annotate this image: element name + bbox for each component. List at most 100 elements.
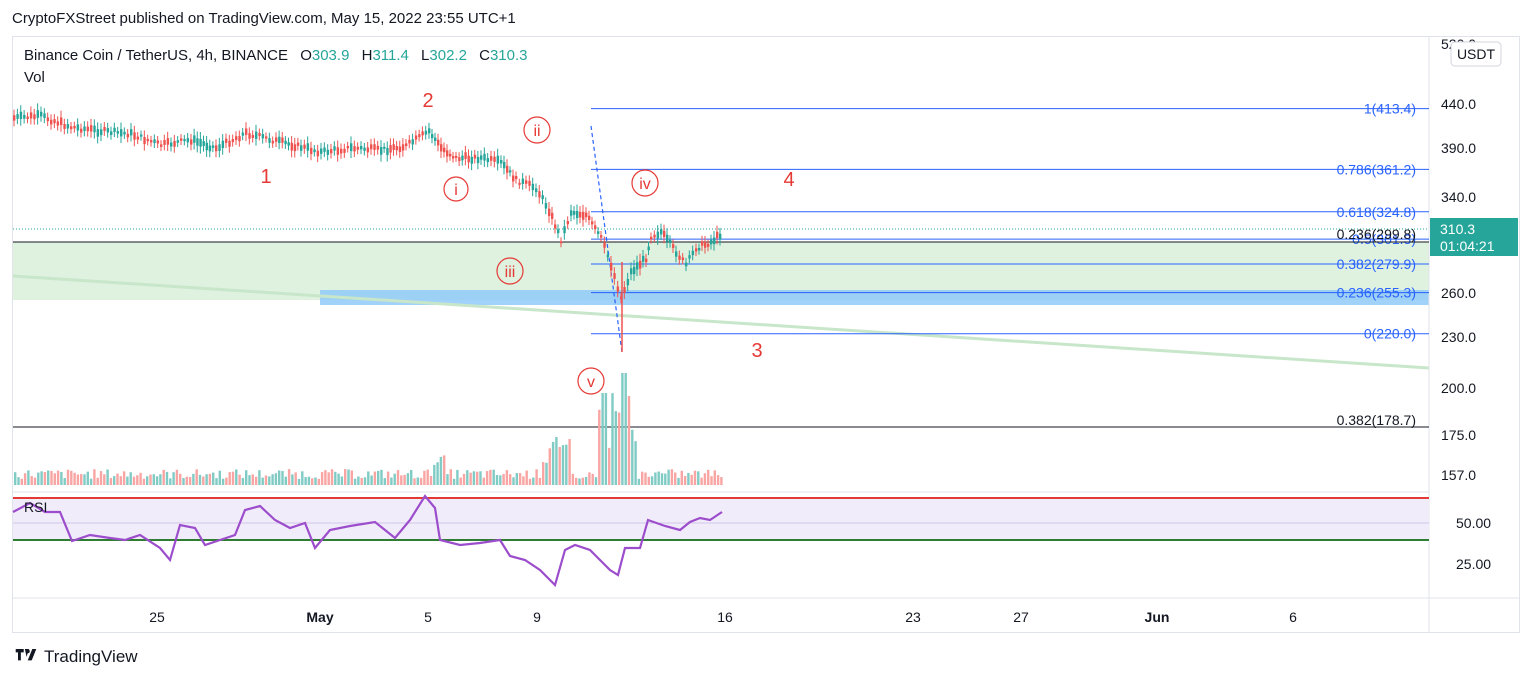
candle-body (225, 138, 228, 143)
volume-bar (353, 478, 357, 485)
currency-badge[interactable]: USDT (1457, 46, 1496, 62)
candle-body (713, 237, 716, 245)
volume-bar (489, 469, 492, 485)
rsi-line (12, 494, 723, 588)
candle-body (678, 255, 681, 260)
candle-body (506, 165, 509, 173)
volume-bar (119, 476, 122, 485)
volume-bar (340, 476, 344, 485)
volume-bar (103, 474, 106, 485)
volume-bar (482, 477, 485, 485)
candle-body (360, 145, 363, 150)
candle-body (681, 257, 685, 261)
candle-body (490, 156, 493, 161)
candle-body (120, 129, 123, 137)
volume-bar (598, 409, 601, 485)
volume-bar (89, 478, 93, 485)
volume-bar (575, 477, 578, 485)
candle-body (40, 111, 43, 117)
volume-bar (185, 476, 188, 485)
candle-body (53, 119, 56, 124)
candle-body (258, 132, 261, 136)
fib-retracement[interactable]: 1(413.4) 0.786(361.2) 0.618(324.8) 0.5(301.… (591, 101, 1429, 342)
candle-body (19, 111, 23, 120)
candle-body (251, 134, 255, 138)
candle-body (509, 170, 512, 173)
candle-body (570, 210, 573, 216)
candle-body (636, 262, 639, 270)
candle-body (428, 128, 431, 134)
volume-bar (116, 473, 119, 485)
volume-bar (522, 476, 525, 485)
volume-bar (20, 478, 23, 485)
candle-body (434, 137, 437, 142)
volume-bar (542, 462, 545, 485)
volume-bar (235, 469, 238, 485)
fib-level-label: 0.382(279.9) (1337, 256, 1416, 272)
volume-bar (680, 470, 683, 485)
candle-body (199, 138, 202, 147)
legend-l-value: 302.2 (429, 47, 467, 64)
candle-body (588, 215, 591, 220)
volume-bar (231, 471, 235, 485)
candle-body (515, 176, 518, 180)
volume-bar (627, 396, 631, 485)
volume-bar (53, 473, 56, 485)
candle-body (449, 153, 452, 157)
currency-badge-box[interactable] (1450, 41, 1502, 67)
candle-body (452, 156, 455, 159)
volume-bar (66, 469, 70, 485)
candle-body (290, 142, 294, 151)
candle-body (93, 125, 96, 133)
candle-body (300, 145, 303, 151)
candle-body (483, 153, 486, 161)
candle-body (512, 175, 515, 182)
footer-brand[interactable]: TradingView (14, 647, 138, 667)
volume-bar (360, 477, 363, 485)
candle-body (594, 225, 597, 229)
volume-bar (367, 471, 370, 485)
legend-vol: Vol (24, 69, 45, 86)
volume-bar (238, 474, 241, 485)
time-axis[interactable]: 25 May 5 9 16 23 27 Jun 6 (149, 609, 1297, 625)
candle-body (616, 286, 620, 292)
volume-bar (278, 470, 281, 485)
volume-bar (413, 478, 416, 485)
volume-bar (377, 470, 380, 485)
volume-bar (27, 470, 30, 485)
volume-bar (495, 474, 499, 485)
volume-bar (165, 471, 169, 485)
candle-body (50, 119, 53, 125)
candle-body (343, 148, 346, 153)
volume-bar (419, 477, 423, 485)
candle-body (265, 136, 268, 139)
volume-bar (472, 471, 476, 485)
volume-bar (14, 472, 17, 485)
candle-body (443, 147, 446, 153)
candle-body (245, 128, 248, 135)
rsi-tick-25: 25.00 (1456, 556, 1491, 572)
volume-bar (37, 472, 40, 485)
volume-bar (337, 473, 340, 485)
volume-bar (218, 470, 221, 485)
volume-bar (492, 469, 495, 485)
candle-body (86, 126, 90, 132)
volume-bar (221, 478, 225, 485)
candle-body (600, 235, 603, 238)
candle-body (76, 124, 80, 131)
volume-bar (443, 455, 446, 485)
volume-bar (707, 469, 710, 485)
volume-bar (56, 470, 60, 485)
volume-bar (700, 477, 703, 485)
candle-body (218, 144, 221, 151)
volume-bar (509, 474, 512, 485)
candle-body (473, 154, 477, 159)
candle-body (579, 211, 582, 218)
fib-level-label: 0(220.0) (1364, 326, 1416, 342)
volume-bar (703, 473, 707, 485)
price-axis[interactable]: 520.0440.0390.0340.0310.0260.0230.0200.0… (1441, 36, 1476, 483)
volume-bar (677, 477, 680, 485)
candle-body (287, 142, 290, 146)
chart-frame[interactable] (12, 36, 1520, 633)
